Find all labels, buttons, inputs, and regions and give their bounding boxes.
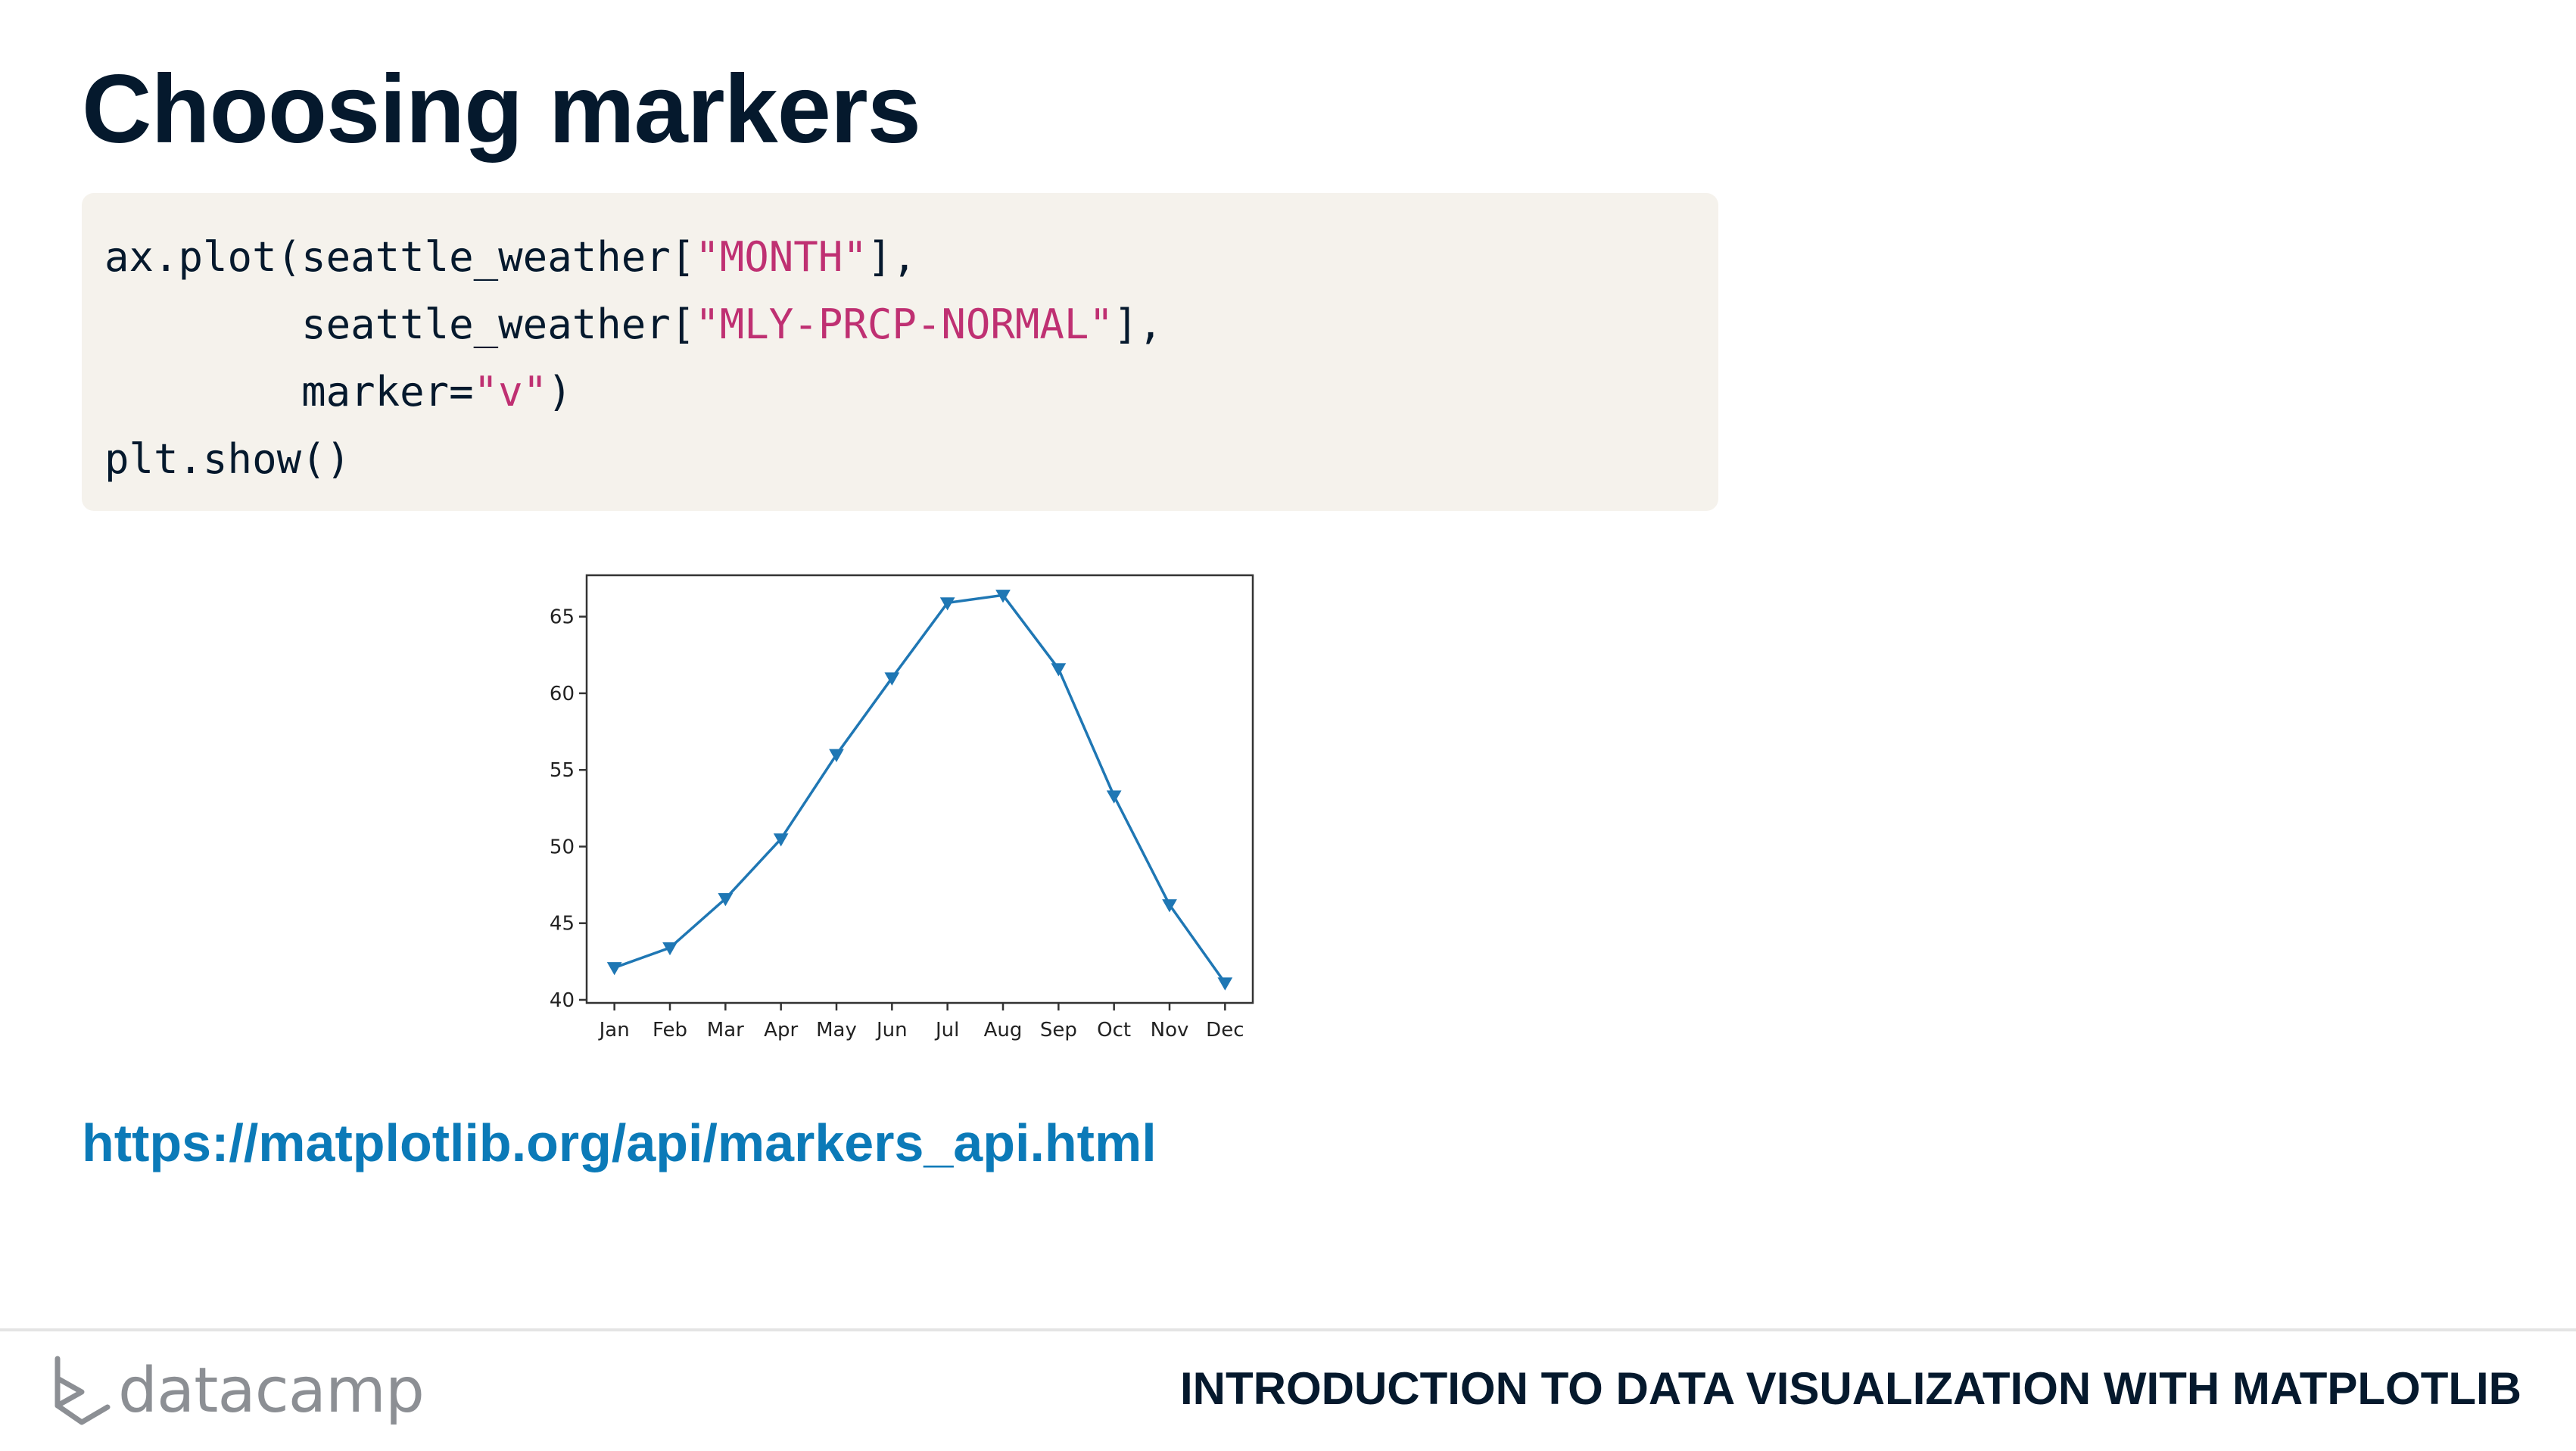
x-tick-label: Aug bbox=[984, 1019, 1023, 1042]
data-point-marker bbox=[718, 893, 734, 907]
line-chart: 40 45 50 55 60 65 Jan Feb Mar Apr May Jun Jul Aug Sep O… bbox=[530, 560, 1287, 1052]
code-line: marker="v") bbox=[104, 358, 1718, 425]
code-line: plt.show() bbox=[104, 425, 1718, 493]
code-string: "MLY-PRCP-NORMAL" bbox=[695, 300, 1114, 348]
data-point-marker bbox=[884, 672, 900, 686]
data-point-marker bbox=[939, 597, 955, 611]
code-block: ax.plot(seattle_weather["MONTH"], seattl… bbox=[82, 193, 1718, 511]
x-tick-label: Apr bbox=[764, 1019, 798, 1042]
slide-title: Choosing markers bbox=[82, 55, 921, 163]
code-string: "MONTH" bbox=[695, 233, 867, 281]
data-point-marker bbox=[662, 942, 677, 956]
data-point-marker bbox=[1162, 899, 1177, 913]
data-point-marker bbox=[1106, 790, 1122, 804]
y-tick-label: 40 bbox=[550, 989, 575, 1012]
code-line: seattle_weather["MLY-PRCP-NORMAL"], bbox=[104, 291, 1718, 358]
y-tick-label: 55 bbox=[550, 759, 575, 782]
data-point-marker bbox=[995, 590, 1011, 603]
course-title: INTRODUCTION TO DATA VISUALIZATION WITH … bbox=[1179, 1363, 2521, 1414]
datacamp-logo-icon bbox=[55, 1356, 111, 1425]
y-tick-label: 50 bbox=[550, 836, 575, 858]
x-tick-label: Dec bbox=[1206, 1019, 1244, 1042]
markers-api-link[interactable]: https://matplotlib.org/api/markers_api.h… bbox=[82, 1113, 1157, 1172]
x-tick-label: Jul bbox=[934, 1019, 959, 1042]
x-tick-label: Jun bbox=[875, 1019, 908, 1042]
brand-wordmark: datacamp bbox=[118, 1354, 425, 1427]
code-token: ) bbox=[547, 368, 572, 416]
y-tick-label: 45 bbox=[550, 913, 575, 936]
x-tick-label: Mar bbox=[707, 1019, 744, 1042]
code-token: seattle_weather[ bbox=[104, 300, 696, 348]
data-point-marker bbox=[1217, 977, 1233, 991]
x-tick-label: Feb bbox=[653, 1019, 687, 1042]
code-token: ax.plot(seattle_weather[ bbox=[104, 233, 696, 281]
data-point-marker bbox=[829, 749, 844, 762]
x-tick-label: Nov bbox=[1151, 1019, 1189, 1042]
x-tick-label: Jan bbox=[598, 1019, 630, 1042]
plot-area bbox=[585, 574, 1254, 1004]
x-tick-label: May bbox=[816, 1019, 857, 1042]
code-line: ax.plot(seattle_weather["MONTH"], bbox=[104, 223, 1718, 291]
series-line bbox=[614, 593, 1226, 984]
footer-divider bbox=[0, 1328, 2576, 1331]
data-point-marker bbox=[1051, 663, 1067, 677]
y-tick-label: 60 bbox=[550, 683, 575, 705]
x-tick-label: Oct bbox=[1097, 1019, 1131, 1042]
data-point-marker bbox=[606, 962, 622, 976]
code-token: ], bbox=[1113, 300, 1163, 348]
data-point-marker bbox=[773, 833, 789, 847]
code-token: marker= bbox=[104, 368, 474, 416]
code-token: ], bbox=[867, 233, 917, 281]
chart-svg: 40 45 50 55 60 65 Jan Feb Mar Apr May Jun Jul Aug Sep O… bbox=[550, 574, 1254, 1042]
y-tick-label: 65 bbox=[550, 606, 575, 629]
datacamp-logo: datacamp bbox=[51, 1349, 425, 1432]
x-tick-label: Sep bbox=[1040, 1019, 1077, 1042]
code-token: plt.show() bbox=[104, 435, 351, 483]
code-string: "v" bbox=[473, 368, 548, 416]
